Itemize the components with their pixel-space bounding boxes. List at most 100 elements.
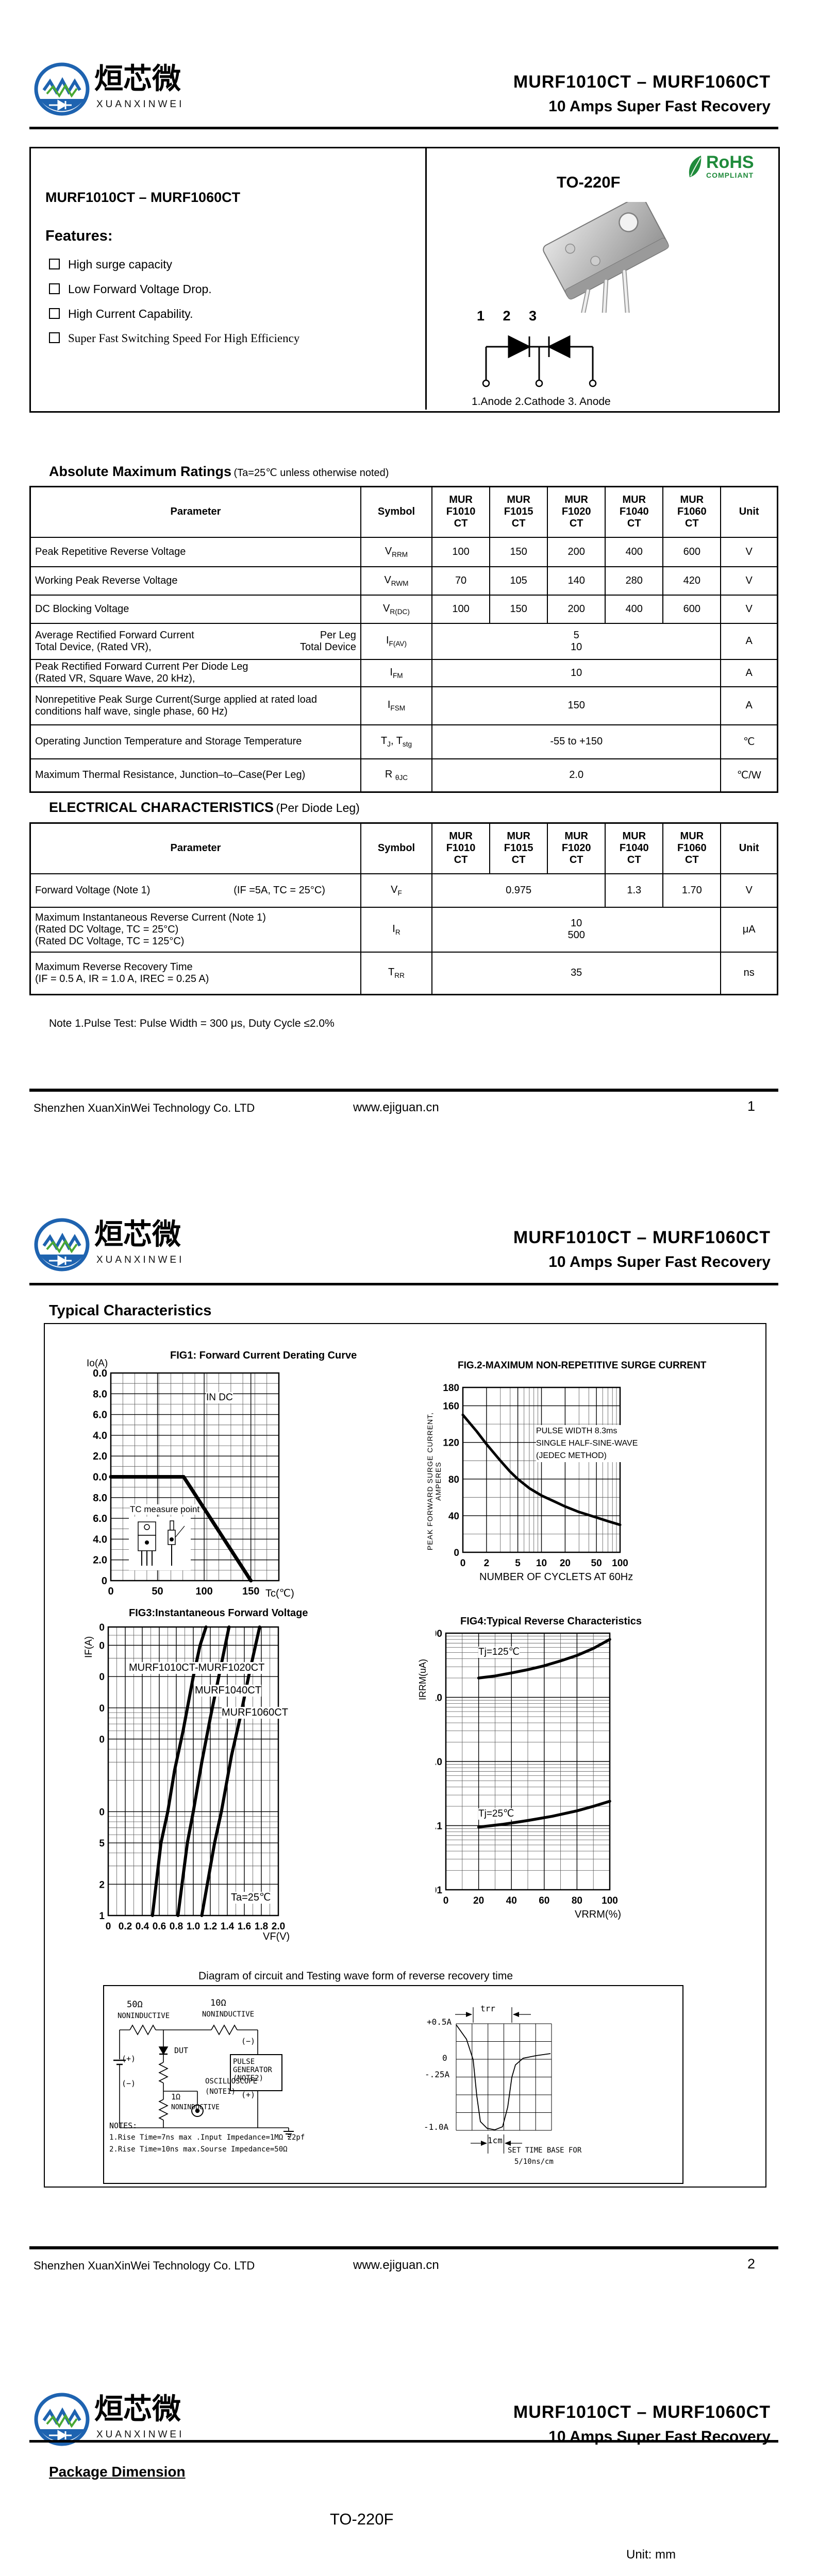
param-cell: Maximum Thermal Resistance, Junction–to–… — [29, 758, 361, 793]
unit-cell: A — [720, 622, 778, 660]
col-header: MUR F1020 CT — [547, 822, 606, 874]
fig3-curve-label: MURF1010CT-MURF1020CT — [129, 1662, 265, 1674]
svg-text:0: 0 — [106, 1921, 111, 1931]
wave-y-bot: -1.0A — [424, 2122, 449, 2132]
footer-page-number: 1 — [747, 1098, 756, 1114]
svg-text:1.0: 1.0 — [99, 1807, 105, 1818]
svg-text:10.0: 10.0 — [93, 1472, 107, 1483]
svg-text:50: 50 — [152, 1586, 163, 1597]
wave-1cm: 1cm — [488, 2136, 503, 2145]
svg-text:80: 80 — [572, 1895, 582, 1905]
value-cell: 150 — [431, 686, 722, 725]
circuit-diagram — [113, 2024, 294, 2137]
svg-text:100: 100 — [195, 1586, 212, 1597]
elec-table: Parameter Symbol MUR F1010 CT MUR F1015 … — [29, 822, 778, 995]
unit-note: Unit: mm — [626, 2548, 676, 2562]
symbol-cell: IR — [360, 906, 433, 953]
svg-text:100: 100 — [612, 1558, 628, 1569]
circuit-note-1: 1.Rise Time=7ns max .Input Impedance=1MΩ… — [109, 2133, 305, 2142]
svg-text:4.0: 4.0 — [93, 1534, 107, 1545]
svg-text:100: 100 — [436, 1629, 442, 1639]
svg-text:0: 0 — [460, 1558, 466, 1569]
dut-label: DUT — [174, 2046, 189, 2055]
value-cell: 400 — [605, 536, 664, 567]
package-photo-icon — [543, 202, 669, 313]
value-cell: 1.70 — [662, 873, 722, 908]
svg-text:6.0: 6.0 — [93, 1513, 107, 1524]
svg-text:5: 5 — [515, 1558, 521, 1569]
pkg-name: TO-220F — [330, 2510, 394, 2528]
value-cell: 105 — [489, 566, 548, 596]
svg-text:1.0: 1.0 — [436, 1757, 442, 1768]
brand-logo-icon — [34, 2393, 90, 2446]
doc-title: MURF1010CT – MURF1060CT — [513, 72, 771, 92]
fig3-title: FIG3:Instantaneous Forward Voltage — [129, 1607, 308, 1619]
checkbox-icon — [49, 259, 60, 269]
svg-text:150: 150 — [242, 1586, 259, 1597]
feature-item: Super Fast Switching Speed For High Effi… — [49, 332, 299, 345]
value-cell: 420 — [662, 566, 722, 596]
param-cell: DC Blocking Voltage — [29, 594, 361, 624]
svg-text:0.5: 0.5 — [99, 1838, 105, 1849]
symbol-cell: IFM — [360, 658, 433, 687]
wave-timebase-2: 5/10ns/cm — [514, 2158, 554, 2166]
recovery-waveform — [455, 2007, 552, 2154]
brand-name-en: XUANXINWEI — [96, 99, 185, 110]
col-header: Parameter — [29, 822, 361, 874]
param-cell: Nonrepetitive Peak Surge Current(Surge a… — [29, 686, 361, 725]
feature-item: Low Forward Voltage Drop. — [49, 282, 212, 296]
header-rule — [29, 2440, 778, 2443]
abs-max-table: Parameter Symbol MUR F1010 CT MUR F1015 … — [29, 486, 778, 793]
resistor-10-label: 10Ω — [210, 1998, 226, 2008]
symbol-cell: VR(DC) — [360, 594, 433, 624]
feature-text: Low Forward Voltage Drop. — [68, 282, 212, 296]
fig4-xlabel: VRRM(%) — [575, 1909, 621, 1920]
svg-text:40: 40 — [448, 1511, 459, 1522]
param-text: Per Leg — [320, 629, 356, 641]
param-text: Total Device — [300, 641, 356, 653]
value-cell: 70 — [431, 566, 491, 596]
value-cell: 35 — [431, 951, 722, 995]
fig1-chart: 0 50 100 150 0 2.0 4.0 6.0 8.0 10.0 12.0 14.0 16.0 18… — [93, 1368, 280, 1597]
wave-y-top: +0.5A — [427, 2017, 452, 2027]
symbol-cell: VF — [360, 873, 433, 908]
feature-text: Super Fast Switching Speed For High Effi… — [68, 332, 300, 345]
param-cell: Peak Repetitive Reverse Voltage — [29, 536, 361, 567]
col-header: MUR F1010 CT — [431, 822, 491, 874]
svg-text:0.2: 0.2 — [119, 1921, 132, 1931]
symbol-cell: VRRM — [360, 536, 433, 567]
fig2-chart: 0 2 5 10 20 50 100 0 40 80 120 160 180 — [443, 1383, 628, 1569]
footer-website: www.ejiguan.cn — [353, 2258, 439, 2272]
value-cell: 1.3 — [605, 873, 664, 908]
value-25c: 10 — [571, 918, 582, 929]
symbol-cell: R θJC — [360, 758, 433, 793]
svg-text:16.0: 16.0 — [93, 1410, 107, 1421]
rohs-badge: RoHS COMPLIANT — [686, 154, 768, 180]
svg-text:1.4: 1.4 — [221, 1921, 235, 1931]
wave-timebase-1: SET TIME BASE FOR — [508, 2146, 582, 2155]
brand-name-cn: 烜芯微 — [94, 1218, 181, 1251]
wave-y-rec: -.25A — [425, 2070, 450, 2079]
header-rule — [29, 127, 778, 129]
col-header: Unit — [720, 486, 778, 538]
pin-numbers: 1 2 3 — [477, 308, 544, 324]
battery-plus: (+) — [122, 2054, 136, 2063]
value-cell: 200 — [547, 594, 606, 624]
svg-text:40: 40 — [99, 1640, 105, 1651]
svg-text:10: 10 — [99, 1703, 105, 1714]
svg-text:0.8: 0.8 — [170, 1921, 183, 1931]
wave-trr: trr — [480, 2004, 495, 2013]
fig1-annotation-dc: IN DC — [206, 1392, 233, 1403]
value-cell: 600 — [662, 594, 722, 624]
header-rule — [29, 1283, 778, 1285]
unit-cell: ℃/W — [720, 758, 778, 793]
to220-measure-icons — [129, 1517, 191, 1570]
unit-cell: ℃ — [720, 724, 778, 759]
brand-block: 烜芯微 XUANXINWEI — [34, 2392, 250, 2454]
part-range-title: MURF1010CT – MURF1060CT — [45, 190, 241, 205]
symbol-cell: IFSM — [360, 686, 433, 725]
footer-company: Shenzhen XuanXinWei Technology Co. LTD — [34, 2259, 255, 2272]
elec-heading: ELECTRICAL CHARACTERISTICS (Per Diode Le… — [49, 800, 360, 816]
battery-minus: (−) — [122, 2079, 136, 2088]
